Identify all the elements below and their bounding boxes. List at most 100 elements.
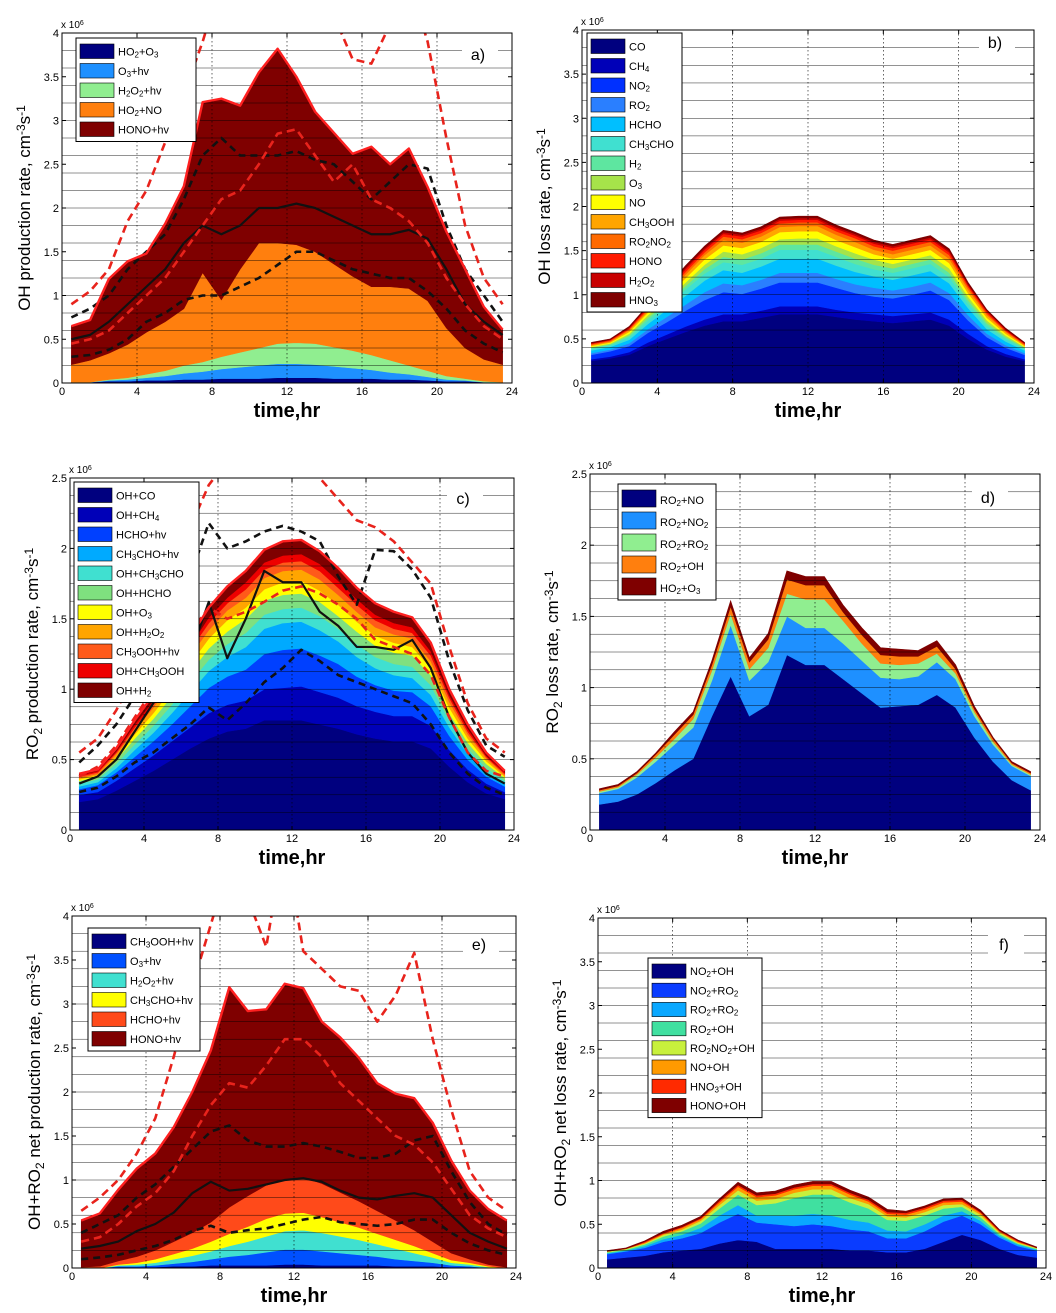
legend-label: CH3OOH: [629, 217, 674, 230]
panel-label: b): [988, 35, 1002, 52]
y-tick-label: 0.5: [564, 334, 579, 346]
y-tick-label: 1.5: [54, 1131, 69, 1143]
legend-swatch: [651, 1021, 687, 1037]
y-tick-label: 3: [589, 1001, 595, 1013]
legend-label: RO2+NO2: [660, 517, 709, 530]
legend-swatch: [590, 58, 626, 74]
legend-label: O3+hv: [130, 956, 162, 969]
y-tick-label: 1.5: [52, 614, 67, 626]
x-tick-label: 20: [434, 833, 446, 845]
x-tick-label: 8: [730, 386, 736, 398]
x-tick-label: 8: [744, 1271, 750, 1283]
y-tick-label: 3: [53, 116, 59, 128]
legend-swatch: [590, 97, 626, 113]
area-series: [591, 215, 1025, 344]
legend-swatch: [91, 1011, 127, 1027]
line-black-solid: [71, 202, 504, 341]
y-tick-label: 0: [63, 1263, 69, 1275]
legend: OH+CO OH+CH4 HCHO+hv CH3CHO+hv OH+CH3CHO OH+H…: [73, 481, 200, 703]
y-tick-label: 1: [573, 290, 579, 302]
legend-label: CH3CHO+hv: [116, 549, 179, 562]
panel-label-bg: [972, 488, 1008, 508]
legend-label: OH+H2: [116, 686, 152, 699]
x-tick-label: 8: [209, 386, 215, 398]
legend-swatch: [77, 507, 113, 523]
legend-swatch: [651, 963, 687, 979]
legend-label: O3+hv: [118, 66, 150, 79]
legend-swatch: [590, 253, 626, 269]
legend-swatch: [590, 194, 626, 210]
x-tick-label: 0: [67, 833, 73, 845]
line-red-dashed: [80, 1037, 508, 1243]
legend-label: CH3OOH+hv: [116, 647, 180, 660]
legend-swatch: [621, 533, 657, 552]
x-tick-label: 16: [362, 1271, 374, 1283]
axis-multiplier: x 106: [69, 465, 92, 476]
panel-label-bg: [447, 489, 483, 509]
y-tick-label: 0.5: [52, 755, 67, 767]
x-tick-label: 12: [809, 833, 821, 845]
line-black-dashed: [81, 1215, 508, 1261]
x-tick-label: 4: [654, 386, 660, 398]
line-black-solid: [81, 1177, 508, 1250]
line-red-outline: [80, 982, 508, 1222]
legend-swatch: [77, 585, 113, 601]
panel-label-bg: [988, 935, 1024, 955]
y-tick-label: 1: [589, 1176, 595, 1188]
legend-label: HONO+hv: [130, 1034, 182, 1046]
legend-swatch: [91, 1031, 127, 1047]
legend: NO2+OH NO2+RO2 RO2+RO2 RO2+OH RO2NO2+OH NO+OH…: [647, 957, 763, 1119]
x-tick-label: 0: [69, 1271, 75, 1283]
x-tick-label: 4: [141, 833, 147, 845]
y-tick-label: 4: [589, 913, 595, 925]
legend-swatch: [590, 136, 626, 152]
x-tick-label: 16: [884, 833, 896, 845]
legend-label: HCHO+hv: [130, 1015, 181, 1027]
y-axis-label: OH production rate, cm-3s-1: [14, 105, 34, 311]
legend-swatch: [77, 546, 113, 562]
y-tick-label: 2: [63, 1087, 69, 1099]
overlay-lines: [80, 916, 508, 1261]
x-tick-label: 24: [1028, 386, 1040, 398]
panel-label: a): [471, 47, 485, 64]
y-tick-label: 2.5: [580, 1044, 595, 1056]
x-tick-label: 12: [286, 833, 298, 845]
y-tick-label: 3: [63, 999, 69, 1011]
grid: [70, 478, 514, 830]
panel-label-bg: [979, 33, 1015, 53]
y-tick-label: 1.5: [564, 246, 579, 258]
y-tick-label: 0: [61, 825, 67, 837]
legend: HO2+O3 O3+hv H2O2+hv HO2+NO HONO+hv: [75, 37, 197, 142]
x-tick-label: 12: [281, 386, 293, 398]
y-tick-label: 2: [581, 540, 587, 552]
y-tick-label: 2.5: [54, 1043, 69, 1055]
legend-label: OH+CH3OOH: [116, 666, 184, 679]
legend-label: NO2+OH: [690, 966, 734, 979]
y-axis-label: OH+RO2 net production rate, cm-3s-1: [24, 954, 47, 1230]
legend-label: RO2: [629, 100, 651, 113]
x-tick-label: 12: [816, 1271, 828, 1283]
x-axis-label: time,hr: [782, 847, 849, 869]
legend: RO2+NO RO2+NO2 RO2+RO2 RO2+OH HO2+O3: [617, 483, 717, 601]
legend-label: H2O2+hv: [130, 976, 174, 989]
y-tick-label: 1: [53, 291, 59, 303]
legend-swatch: [79, 63, 115, 79]
legend-swatch: [79, 43, 115, 59]
x-tick-label: 20: [436, 1271, 448, 1283]
y-tick-label: 0: [581, 825, 587, 837]
legend-label: HONO: [629, 256, 662, 268]
legend-swatch: [77, 643, 113, 659]
x-tick-label: 0: [59, 386, 65, 398]
legend-swatch: [651, 1002, 687, 1017]
y-tick-label: 0: [589, 1263, 595, 1275]
legend-swatch: [77, 604, 113, 620]
legend-label: RO2NO2+OH: [690, 1043, 755, 1056]
y-tick-label: 1: [61, 684, 67, 696]
x-tick-label: 4: [670, 1271, 676, 1283]
line-black-solid: [78, 569, 506, 785]
legend-swatch: [621, 511, 657, 530]
legend-label: H2O2: [629, 276, 655, 289]
legend-label: HCHO+hv: [116, 530, 167, 542]
y-tick-label: 1.5: [44, 247, 59, 259]
legend-swatch: [621, 577, 657, 596]
